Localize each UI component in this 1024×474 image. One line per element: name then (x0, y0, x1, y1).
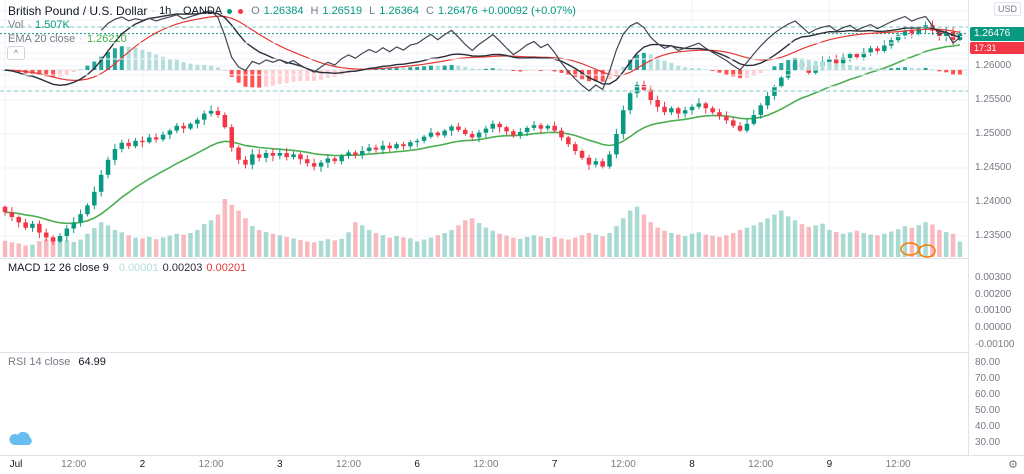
separator: · (175, 5, 179, 17)
time-tick-day: 3 (277, 459, 283, 470)
high-label: H (310, 5, 319, 17)
macd-pane[interactable] (0, 0, 968, 94)
volume-label[interactable]: Vol (8, 19, 24, 31)
rsi-pane[interactable] (0, 0, 968, 103)
ema-row[interactable]: EMA 20 close · 1.26210 (8, 32, 576, 46)
open-label: O (251, 5, 260, 17)
close-value: 1.26476 (438, 5, 478, 17)
time-tick-day: 8 (689, 459, 695, 470)
unit-label: USD (997, 4, 1017, 14)
pane-divider[interactable] (0, 258, 1024, 259)
status-dot-teal-icon (227, 8, 233, 14)
drawing-ellipse[interactable] (918, 244, 936, 258)
rsi-scale-label: 30.00 (975, 437, 1001, 448)
time-axis[interactable]: ⚙ Jul 12:00 2 12:00 3 12:00 6 12:00 7 12:00 8 12:00… (0, 455, 1024, 474)
price-scale[interactable]: USD 1.26476 17:31 1.26000 1.25500 1.25000 1… (968, 0, 1024, 455)
price-scale-label: 1.23500 (975, 230, 1012, 241)
macd-line-value: 0.00203 (162, 262, 203, 274)
macd-signal-line (4, 15, 961, 82)
price-scale-label: 1.25500 (975, 94, 1012, 105)
macd-line (4, 11, 961, 87)
cloud-icon (9, 431, 32, 446)
macd-scale-label: 0.00100 (975, 305, 1012, 316)
time-tick-hour: 12:00 (335, 459, 362, 470)
change-value: +0.00092 (+0.07%) (481, 5, 576, 17)
price-scale-unit-button[interactable]: USD (993, 2, 1021, 16)
ema-value: 1.26210 (86, 33, 127, 45)
bar-countdown-badge: 17:31 (970, 42, 1024, 54)
rsi-legend[interactable]: RSI 14 close 64.99 (8, 355, 106, 369)
close-label: C (426, 5, 434, 17)
status-dot-red-icon (238, 8, 244, 14)
exchange-label[interactable]: OANDA (182, 5, 223, 17)
symbol-row[interactable]: British Pound / U.S. Dollar · 1h · OANDA… (8, 4, 576, 18)
rsi-grid (0, 10, 968, 92)
separator: · (27, 19, 31, 31)
time-tick-day: 2 (139, 459, 146, 470)
macd-signal-value: 0.00201 (206, 262, 247, 274)
macd-scale-label: 0.00300 (975, 272, 1012, 283)
time-tick-hour: 12:00 (610, 459, 636, 470)
time-tick-day: 6 (414, 459, 420, 470)
high-value: 1.26519 (322, 5, 363, 17)
rsi-scale-label: 40.00 (975, 421, 1001, 432)
main-price-pane[interactable] (0, 0, 968, 258)
pane-divider[interactable] (0, 352, 1024, 353)
countdown-text: 17:31 (974, 43, 997, 53)
price-scale-label: 1.24500 (975, 162, 1012, 173)
tradingview-logo[interactable] (7, 430, 35, 448)
gear-icon[interactable]: ⚙ (1008, 459, 1018, 471)
macd-legend[interactable]: MACD 12 26 close 9 0.00001 0.00203 0.002… (8, 261, 246, 275)
drawing-annotations[interactable] (900, 242, 936, 258)
time-tick-hour: 12:00 (885, 459, 911, 470)
volume-value: 1.507K (34, 19, 70, 31)
time-tick-hour: 12:00 (198, 459, 224, 470)
low-label: L (369, 5, 376, 17)
time-tick-hour: 12:00 (748, 459, 774, 470)
pane-collapse-button[interactable]: ^ (7, 46, 25, 60)
last-price-badge: 1.26476 (970, 27, 1024, 41)
macd-hist-value: 0.00001 (118, 262, 159, 274)
macd-scale-label: -0.00100 (975, 339, 1015, 350)
price-scale-label: 1.25000 (975, 128, 1012, 139)
time-tick-hour: 12:00 (473, 459, 499, 470)
rsi-scale-label: 80.00 (975, 357, 1001, 368)
price-scale-label: 1.26000 (975, 60, 1012, 71)
rsi-title[interactable]: RSI 14 close (8, 356, 71, 368)
low-value: 1.26364 (379, 5, 420, 17)
ema-20-line (4, 44, 961, 225)
volume-row[interactable]: Vol · 1.507K (8, 18, 576, 32)
symbol-legend[interactable]: British Pound / U.S. Dollar · 1h · OANDA… (8, 4, 576, 46)
ema-label[interactable]: EMA 20 close (8, 33, 76, 45)
rsi-scale-label: 70.00 (975, 373, 1001, 384)
macd-scale-label: 0.00200 (975, 289, 1012, 300)
symbol-title[interactable]: British Pound / U.S. Dollar (8, 4, 148, 18)
volume-layer (2, 199, 963, 257)
macd-scale-label: 0.00000 (975, 322, 1012, 333)
interval-label[interactable]: 1h (159, 5, 172, 17)
time-tick-day: 9 (826, 459, 833, 470)
open-value: 1.26384 (263, 5, 304, 17)
rsi-line (100, 10, 961, 92)
macd-title[interactable]: MACD 12 26 close 9 (8, 262, 109, 274)
rsi-scale-label: 60.00 (975, 389, 1001, 400)
time-tick-day: 7 (551, 459, 558, 470)
chevron-up-icon: ^ (13, 48, 19, 58)
separator: · (79, 33, 83, 45)
separator: · (151, 5, 156, 17)
price-scale-label: 1.24000 (975, 196, 1012, 207)
time-tick-day: Jul (9, 459, 23, 470)
last-price-text: 1.26476 (974, 28, 1011, 39)
rsi-scale-label: 50.00 (975, 405, 1001, 416)
rsi-value: 64.99 (78, 356, 106, 368)
time-tick-hour: 12:00 (61, 459, 87, 470)
